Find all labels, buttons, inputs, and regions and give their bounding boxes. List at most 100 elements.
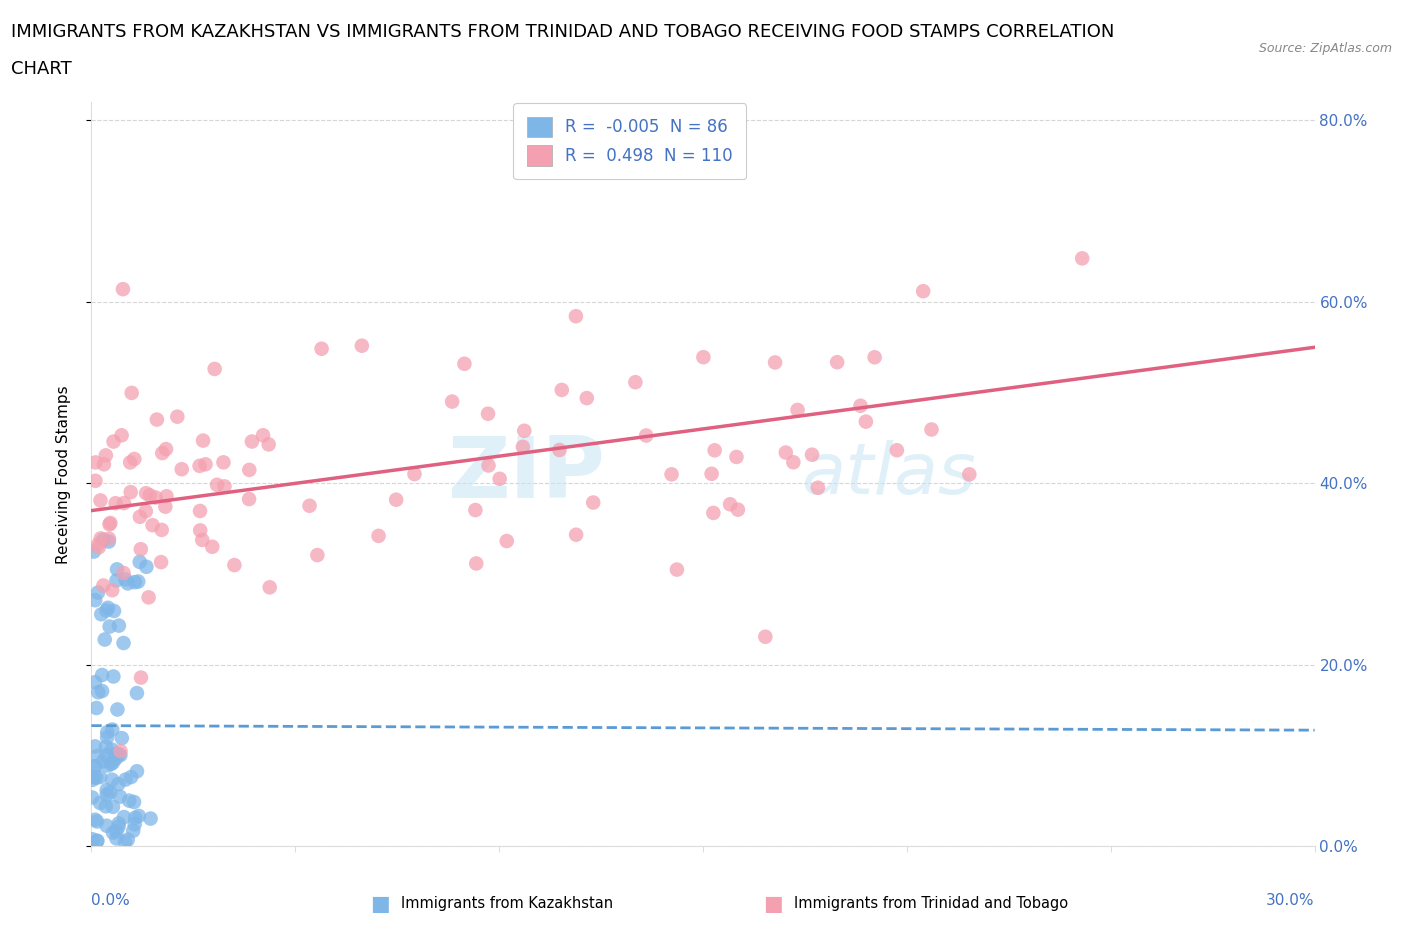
Point bbox=[101, 825, 124, 840]
Point bbox=[100, 756, 122, 771]
Point bbox=[135, 485, 157, 500]
Point bbox=[252, 428, 274, 443]
Point bbox=[83, 759, 105, 774]
Point bbox=[139, 488, 162, 503]
Point bbox=[110, 748, 132, 763]
Point bbox=[94, 748, 117, 763]
Point bbox=[298, 498, 321, 513]
Point bbox=[259, 580, 281, 595]
Point bbox=[702, 506, 724, 521]
Point bbox=[551, 382, 574, 397]
Point bbox=[122, 794, 145, 809]
Point bbox=[464, 502, 486, 517]
Point bbox=[89, 795, 111, 810]
Point bbox=[82, 831, 104, 846]
Point bbox=[145, 490, 167, 505]
Point bbox=[120, 455, 142, 470]
Point bbox=[112, 496, 135, 511]
Point bbox=[204, 362, 226, 377]
Point bbox=[101, 772, 124, 787]
Point bbox=[725, 449, 748, 464]
Point bbox=[224, 558, 246, 573]
Point bbox=[103, 604, 125, 618]
Point bbox=[477, 406, 499, 421]
Point bbox=[82, 773, 104, 788]
Point bbox=[96, 782, 118, 797]
Point bbox=[98, 619, 121, 634]
Point bbox=[96, 788, 118, 803]
Point bbox=[91, 532, 114, 547]
Point bbox=[104, 496, 127, 511]
Point bbox=[112, 565, 135, 580]
Point bbox=[84, 770, 107, 785]
Point bbox=[150, 445, 173, 460]
Point bbox=[82, 790, 104, 805]
Point bbox=[135, 504, 157, 519]
Point bbox=[82, 770, 104, 785]
Point bbox=[87, 539, 110, 554]
Point bbox=[155, 499, 177, 514]
Point bbox=[565, 309, 588, 324]
Point bbox=[87, 585, 110, 600]
Point bbox=[107, 816, 129, 830]
Point bbox=[142, 518, 165, 533]
Point bbox=[97, 601, 120, 616]
Point bbox=[83, 544, 105, 559]
Point bbox=[84, 473, 107, 488]
Point bbox=[582, 495, 605, 510]
Point bbox=[385, 492, 408, 507]
Point bbox=[91, 668, 114, 683]
Point bbox=[84, 455, 107, 470]
Point bbox=[86, 833, 108, 848]
Point bbox=[240, 434, 263, 449]
Text: Immigrants from Kazakhstan: Immigrants from Kazakhstan bbox=[401, 897, 613, 911]
Text: CHART: CHART bbox=[11, 60, 72, 78]
Point bbox=[863, 350, 886, 365]
Text: ZIP: ZIP bbox=[447, 432, 605, 516]
Point bbox=[105, 562, 128, 577]
Point bbox=[90, 531, 112, 546]
Point bbox=[191, 533, 214, 548]
Y-axis label: Receiving Food Stamps: Receiving Food Stamps bbox=[56, 385, 70, 564]
Text: IMMIGRANTS FROM KAZAKHSTAN VS IMMIGRANTS FROM TRINIDAD AND TOBAGO RECEIVING FOOD: IMMIGRANTS FROM KAZAKHSTAN VS IMMIGRANTS… bbox=[11, 23, 1115, 41]
Point bbox=[886, 443, 908, 458]
Point bbox=[98, 785, 121, 800]
Text: Source: ZipAtlas.com: Source: ZipAtlas.com bbox=[1258, 42, 1392, 55]
Point bbox=[87, 684, 110, 699]
Point bbox=[801, 447, 824, 462]
Point bbox=[86, 833, 108, 848]
Point bbox=[188, 523, 211, 538]
Point bbox=[465, 556, 488, 571]
Point bbox=[105, 573, 128, 588]
Point bbox=[94, 799, 117, 814]
Point bbox=[103, 669, 125, 684]
Point bbox=[665, 562, 688, 577]
Point bbox=[692, 350, 714, 365]
Point bbox=[636, 428, 658, 443]
Point bbox=[114, 834, 136, 849]
Point bbox=[98, 531, 121, 546]
Point bbox=[214, 479, 236, 494]
Point bbox=[786, 403, 808, 418]
Point bbox=[912, 284, 935, 299]
Point bbox=[763, 355, 786, 370]
Text: ■: ■ bbox=[763, 894, 783, 914]
Point bbox=[117, 832, 139, 847]
Text: Immigrants from Trinidad and Tobago: Immigrants from Trinidad and Tobago bbox=[794, 897, 1069, 911]
Point bbox=[105, 831, 128, 846]
Point bbox=[754, 630, 776, 644]
Text: 30.0%: 30.0% bbox=[1267, 894, 1315, 909]
Point bbox=[107, 777, 129, 791]
Point bbox=[125, 685, 148, 700]
Point bbox=[101, 722, 124, 737]
Point bbox=[96, 730, 118, 745]
Point bbox=[957, 467, 980, 482]
Point bbox=[112, 635, 135, 650]
Point bbox=[453, 356, 475, 371]
Point bbox=[112, 810, 135, 825]
Point bbox=[855, 414, 877, 429]
Point bbox=[212, 455, 235, 470]
Point bbox=[146, 412, 169, 427]
Point bbox=[98, 515, 121, 530]
Point bbox=[1071, 251, 1094, 266]
